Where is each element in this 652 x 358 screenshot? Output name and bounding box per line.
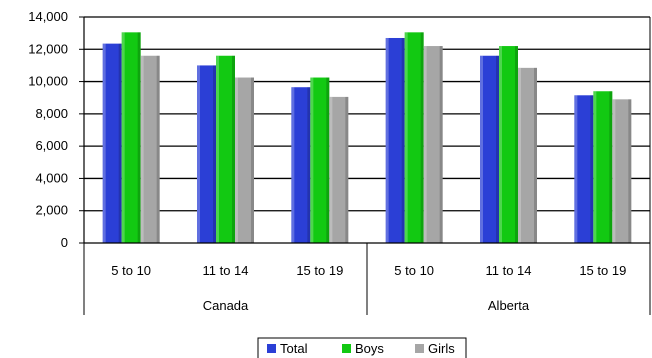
y-tick-label: 8,000: [35, 106, 68, 121]
axis-labels: 0 2,000 4,000 6,000 8,000 10,000 12,000 14,000 5…: [28, 9, 626, 313]
bar-girls: [423, 46, 443, 243]
legend: Total Boys Girls: [257, 337, 467, 358]
legend-label: Girls: [428, 341, 455, 356]
bar-girls: [235, 77, 254, 244]
bar-boys: [404, 32, 424, 244]
group-label: Alberta: [488, 298, 530, 313]
gridlines: [84, 16, 650, 212]
bar-total: [574, 95, 594, 244]
y-tick-label: 0: [61, 235, 68, 250]
bar-boys: [310, 77, 330, 244]
bar-girls: [329, 96, 349, 244]
bar-girls: [140, 55, 160, 243]
axes: [79, 16, 651, 315]
category-label: 11 to 14: [202, 263, 248, 278]
bar-total: [480, 55, 499, 243]
legend-swatch: [415, 344, 424, 353]
y-tick-label: 14,000: [28, 9, 68, 24]
y-tick-label: 6,000: [35, 138, 68, 153]
category-label: 11 to 14: [485, 263, 531, 278]
category-label: 5 to 10: [394, 263, 434, 278]
legend-box: [257, 337, 467, 358]
bar-boys: [121, 32, 141, 244]
bar-total: [197, 65, 216, 243]
bar-girls: [612, 99, 632, 243]
bar-boys: [499, 46, 518, 243]
group-label: Canada: [203, 298, 249, 313]
category-label: 15 to 19: [296, 263, 343, 278]
category-label: 5 to 10: [111, 263, 151, 278]
y-tick-label: 4,000: [35, 170, 68, 185]
bar-total: [291, 87, 311, 243]
bar-total: [102, 43, 122, 244]
bar-boys: [216, 55, 235, 243]
bar-total: [385, 37, 405, 243]
bar-girls: [518, 67, 537, 243]
legend-label: Total: [280, 341, 308, 356]
legend-swatch: [267, 344, 276, 353]
y-tick-label: 2,000: [35, 203, 68, 218]
legend-label: Boys: [355, 341, 384, 356]
y-tick-label: 10,000: [28, 74, 68, 89]
legend-swatch: [342, 344, 351, 353]
bar-boys: [593, 91, 613, 243]
y-tick-label: 12,000: [28, 41, 68, 56]
bars: [102, 32, 632, 244]
category-label: 15 to 19: [579, 263, 626, 278]
